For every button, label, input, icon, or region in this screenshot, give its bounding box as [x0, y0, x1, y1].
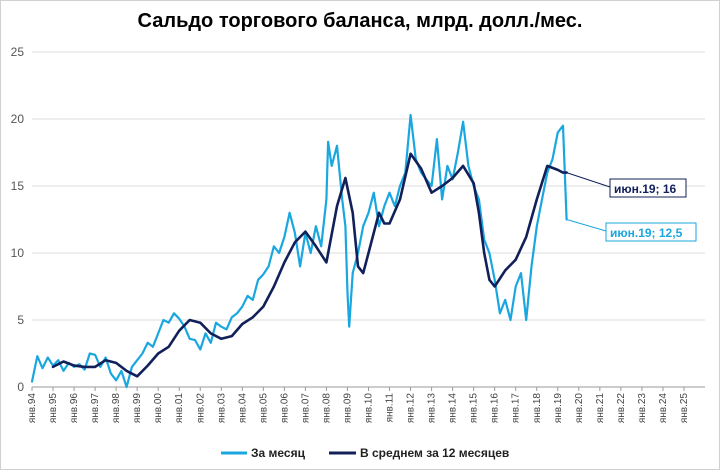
x-tick-label: янв.15 [469, 393, 480, 424]
x-tick-label: янв.94 [27, 393, 38, 424]
x-tick-label: янв.13 [427, 393, 438, 424]
chart-title: Сальдо торгового баланса, млрд. долл./ме… [137, 10, 583, 32]
x-tick-label: янв.11 [385, 393, 396, 423]
x-tick-label: янв.09 [342, 393, 353, 424]
y-tick-label: 0 [17, 380, 24, 394]
x-tick-label: янв.16 [490, 393, 501, 424]
y-tick-label: 15 [11, 179, 25, 193]
legend: За месяц В среднем за 12 месяцев [221, 446, 509, 460]
x-axis-ticks: янв.94 янв.95 янв.96 янв.97 янв.98 янв.99 янв.… [27, 387, 690, 423]
x-tick-label: янв.12 [406, 393, 417, 424]
x-tick-label: янв.21 [595, 393, 606, 424]
x-tick-label: янв.07 [300, 393, 311, 424]
x-tick-label: янв.95 [48, 393, 59, 424]
x-tick-label: янв.06 [279, 393, 290, 424]
annotation-leader-1 [566, 172, 611, 188]
x-tick-label: янв.08 [321, 393, 332, 424]
y-tick-label: 20 [11, 112, 25, 126]
x-tick-label: янв.96 [69, 393, 80, 424]
x-tick-label: янв.04 [237, 393, 248, 424]
y-tick-label: 10 [11, 246, 25, 260]
annotation-label-2: июн.19; 12,5 [610, 226, 683, 240]
x-tick-label: янв.24 [658, 393, 669, 424]
x-tick-label: янв.05 [258, 393, 269, 424]
x-tick-label: янв.22 [616, 393, 627, 424]
series-line-2 [51, 152, 568, 378]
y-axis-ticks: 0 5 10 15 20 25 [11, 45, 25, 394]
x-tick-label: янв.99 [132, 393, 143, 424]
x-tick-label: янв.97 [90, 393, 101, 424]
x-tick-label: янв.98 [111, 393, 122, 424]
y-tick-label: 25 [11, 45, 25, 59]
y-tick-label: 5 [17, 313, 24, 327]
annotation-label-1: июн.19; 16 [614, 182, 677, 196]
annotation-leader-2 [566, 219, 607, 232]
x-tick-label: янв.19 [553, 393, 564, 424]
annotation-box-2 [605, 222, 697, 242]
annotation-box-1 [609, 178, 687, 198]
legend-label-1: За месяц [251, 446, 306, 460]
x-tick-label: янв.20 [574, 393, 585, 424]
grid-lines [32, 51, 705, 388]
legend-label-2: В среднем за 12 месяцев [360, 446, 509, 460]
x-tick-label: янв.23 [637, 393, 648, 424]
x-tick-label: янв.17 [511, 393, 522, 424]
x-tick-label: янв.00 [153, 393, 164, 424]
series-line-1 [30, 113, 568, 389]
x-tick-label: янв.03 [216, 393, 227, 424]
x-tick-label: янв.25 [679, 393, 690, 424]
annotations: июн.19; 16 июн.19; 12,5 [566, 172, 697, 242]
x-tick-label: янв.01 [174, 393, 185, 424]
series-lines [30, 113, 568, 389]
x-tick-label: янв.14 [448, 393, 459, 424]
x-tick-label: янв.10 [364, 393, 375, 424]
x-tick-label: янв.18 [532, 393, 543, 424]
x-tick-label: янв.02 [195, 393, 206, 424]
